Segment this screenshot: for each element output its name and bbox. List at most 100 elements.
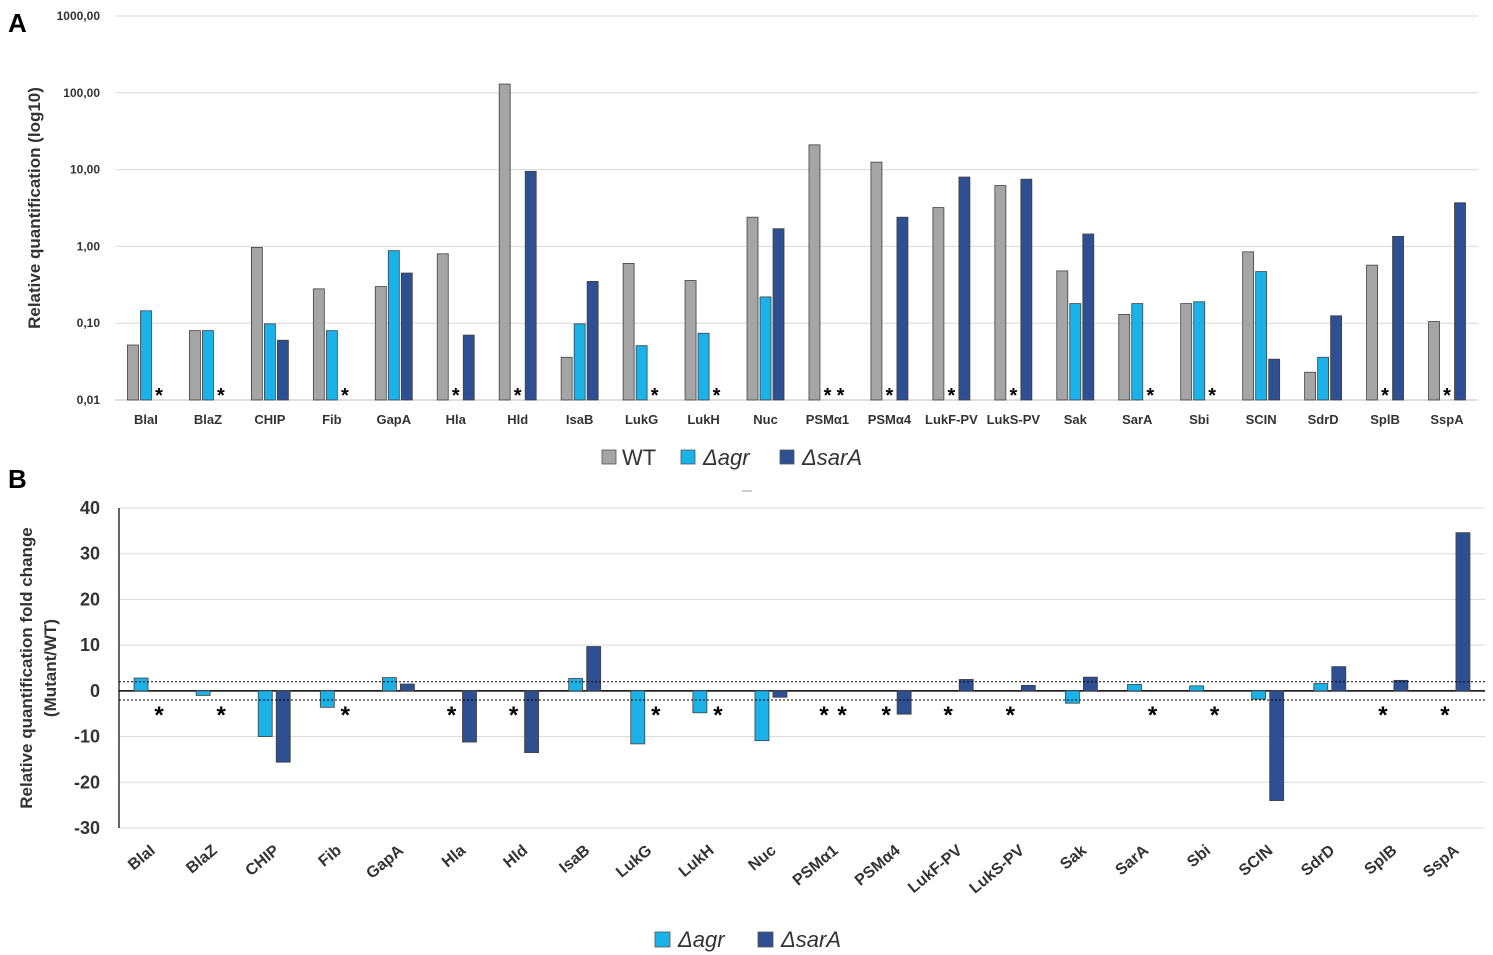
a-bar-sarA xyxy=(400,272,413,401)
a-bar-WT xyxy=(312,288,325,401)
a-bar-WT xyxy=(870,161,883,401)
legend-a-agr-swatch xyxy=(680,449,696,465)
b-bar-agr xyxy=(1127,684,1142,692)
legend-a-wt-label: WT xyxy=(622,445,656,470)
a-bar-WT xyxy=(1056,270,1069,401)
panel-a-y-ticks: 0,01 0,10 1,00 10,00 100,00 1000,00 xyxy=(57,9,101,407)
b-asterisk: * xyxy=(1148,702,1158,729)
panel-a-legend: WT Δagr ΔsarA xyxy=(601,445,862,470)
a-asterisk: * xyxy=(886,385,894,407)
b-asterisk: * xyxy=(713,702,723,729)
b-bar-agr xyxy=(1251,690,1267,700)
b-bar-agr xyxy=(382,677,397,692)
a-bar-WT xyxy=(560,356,573,401)
b-bar-sarA xyxy=(586,646,602,692)
a-bar-WT xyxy=(994,185,1007,401)
a-bar-WT xyxy=(498,83,511,401)
a-y-tick-label: 0,01 xyxy=(77,393,101,407)
a-bar-WT xyxy=(189,330,201,401)
b-asterisk: * xyxy=(819,702,829,729)
b-y-tick-label: -30 xyxy=(74,818,100,838)
panel-label-b: B xyxy=(8,464,27,494)
a-bar-WT xyxy=(622,263,635,401)
a-bar-agr xyxy=(140,310,152,401)
a-bar-WT xyxy=(1180,303,1193,401)
b-bar-agr xyxy=(1313,683,1329,692)
a-category-label: Fib xyxy=(322,412,342,427)
panel-a-category-labels: BlaI BlaZ CHIP Fib GapA Hla Hld IsaB LukG LukH Nuc… xyxy=(134,412,1464,427)
a-bar-sarA xyxy=(1454,202,1466,401)
b-y-tick-label: 0 xyxy=(90,681,100,701)
legend-a-sara-swatch xyxy=(779,449,795,465)
a-bar-WT xyxy=(127,344,139,401)
legend-a-agr-label: Δagr xyxy=(702,445,751,470)
b-category-label: GapA xyxy=(363,842,407,883)
panel-a-chart: 0,01 0,10 1,00 10,00 100,00 1000,00 Relative … xyxy=(25,9,1478,470)
panel-b-y-ticks: -30 -20 -10 0 10 20 30 40 xyxy=(74,498,100,838)
legend-a-wt-swatch xyxy=(601,449,617,465)
a-bar-agr xyxy=(697,332,710,401)
b-asterisk: * xyxy=(837,702,847,729)
panel-b-chart: -30 -20 -10 0 10 20 30 40 Relative quantificati… xyxy=(17,498,1485,952)
b-bar-agr xyxy=(195,690,211,696)
a-asterisk: * xyxy=(217,385,225,407)
b-bar-sarA xyxy=(400,683,415,692)
b-category-label: BlaZ xyxy=(183,842,221,877)
a-bar-agr xyxy=(202,330,214,401)
b-category-label: Hla xyxy=(439,842,469,871)
b-bar-agr xyxy=(1189,685,1204,692)
panel-b-category-labels: BlaI BlaZ CHIP Fib GapA Hla Hld IsaB LukG LukH Nuc… xyxy=(125,842,1463,898)
b-bar-sarA xyxy=(1331,666,1347,692)
a-bar-sarA xyxy=(1268,358,1281,401)
a-bar-sarA xyxy=(1392,235,1404,401)
a-asterisk: * xyxy=(947,385,955,407)
a-bar-agr xyxy=(1317,356,1330,401)
b-asterisk: * xyxy=(509,702,519,729)
a-bar-sarA xyxy=(276,339,289,401)
b-category-label: SarA xyxy=(1113,842,1153,879)
b-category-label: LukH xyxy=(676,842,718,881)
a-bar-agr xyxy=(573,323,586,401)
a-bar-sarA xyxy=(586,281,599,401)
b-bar-sarA xyxy=(772,690,788,698)
a-asterisk: * xyxy=(837,385,845,407)
a-bar-WT xyxy=(374,286,387,401)
a-category-label: Hld xyxy=(507,412,528,427)
a-bar-sarA xyxy=(524,170,537,401)
a-bar-sarA xyxy=(1020,178,1033,401)
b-category-label: CHIP xyxy=(243,842,283,880)
a-y-tick-label: 10,00 xyxy=(70,163,100,177)
a-bar-agr xyxy=(635,345,648,401)
a-asterisk: * xyxy=(1146,385,1154,407)
a-bar-sarA xyxy=(958,176,971,401)
b-bar-agr xyxy=(754,690,770,742)
b-asterisk: * xyxy=(944,702,954,729)
a-asterisk: * xyxy=(341,385,349,407)
legend-b-sara-swatch xyxy=(757,931,774,948)
b-bar-agr xyxy=(319,690,335,708)
a-category-label: BlaZ xyxy=(194,412,222,427)
b-bar-agr xyxy=(1065,690,1080,704)
b-category-label: IsaB xyxy=(556,842,593,877)
a-bar-agr xyxy=(1069,303,1082,401)
a-asterisk: * xyxy=(155,385,163,407)
b-category-label: LukS-PV xyxy=(967,842,1029,898)
panel-b-bars xyxy=(133,532,1471,801)
b-bar-sarA xyxy=(275,690,291,763)
b-y-tick-label: 40 xyxy=(80,498,100,518)
b-asterisk: * xyxy=(1440,702,1450,729)
b-category-label: PSMα1 xyxy=(790,842,842,889)
a-category-label: PSMα4 xyxy=(868,412,912,427)
a-bar-agr xyxy=(325,330,338,401)
a-bar-sarA xyxy=(1330,315,1343,401)
a-category-label: SspA xyxy=(1430,412,1464,427)
a-bar-WT xyxy=(1118,314,1131,401)
a-category-label: GapA xyxy=(376,412,411,427)
b-category-label: BlaI xyxy=(125,842,158,874)
b-y-tick-label: -20 xyxy=(74,772,100,792)
a-asterisk: * xyxy=(651,385,659,407)
a-category-label: SplB xyxy=(1370,412,1400,427)
b-category-label: SdrD xyxy=(1298,842,1338,880)
b-asterisk: * xyxy=(447,702,457,729)
